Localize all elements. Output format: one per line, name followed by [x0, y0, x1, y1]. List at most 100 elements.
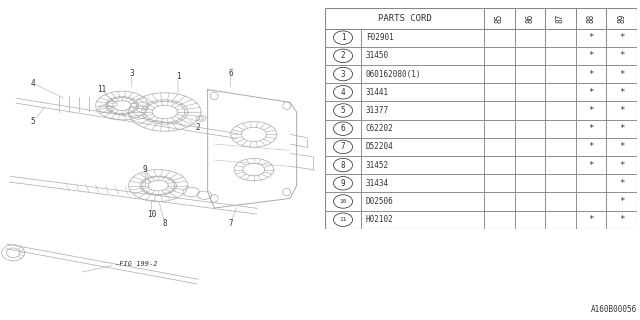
Bar	[576, 138, 606, 156]
Text: A160B00056: A160B00056	[591, 305, 637, 314]
Text: 31452: 31452	[365, 161, 388, 170]
Text: *: *	[619, 33, 624, 42]
Bar	[545, 192, 576, 211]
Bar	[484, 156, 515, 174]
Text: 6: 6	[228, 69, 233, 78]
Text: 6: 6	[340, 124, 346, 133]
Bar	[361, 28, 484, 47]
Text: *: *	[619, 124, 624, 133]
Bar	[484, 28, 515, 47]
Bar	[545, 101, 576, 120]
Bar	[484, 65, 515, 83]
Bar	[545, 28, 576, 47]
Bar	[576, 211, 606, 229]
Text: *: *	[588, 69, 594, 78]
Text: *: *	[619, 161, 624, 170]
Text: *: *	[619, 69, 624, 78]
Text: 11: 11	[339, 217, 347, 222]
Bar	[361, 211, 484, 229]
Text: 88: 88	[586, 14, 595, 23]
Text: 1: 1	[175, 72, 180, 81]
Bar	[576, 83, 606, 101]
Bar	[484, 174, 515, 192]
Bar	[484, 138, 515, 156]
Text: H02102: H02102	[365, 215, 394, 224]
Bar	[325, 8, 484, 28]
Text: *: *	[619, 197, 624, 206]
Text: 31450: 31450	[365, 51, 388, 60]
Text: PARTS CORD: PARTS CORD	[378, 14, 431, 23]
Bar	[515, 174, 545, 192]
Bar	[325, 83, 361, 101]
Text: *: *	[588, 51, 594, 60]
Text: -FIG 199-2: -FIG 199-2	[115, 260, 158, 267]
Text: 86: 86	[525, 14, 534, 23]
Bar	[484, 211, 515, 229]
Bar	[576, 47, 606, 65]
Text: 10: 10	[339, 199, 347, 204]
Text: 2: 2	[195, 124, 200, 132]
Bar	[576, 192, 606, 211]
Text: *: *	[619, 51, 624, 60]
Bar	[545, 83, 576, 101]
Bar	[576, 101, 606, 120]
Bar	[515, 83, 545, 101]
Bar	[606, 156, 637, 174]
Text: 8: 8	[163, 220, 167, 228]
Bar	[606, 8, 637, 28]
Bar	[484, 83, 515, 101]
Bar	[606, 101, 637, 120]
Bar	[606, 174, 637, 192]
Bar	[606, 83, 637, 101]
Bar	[361, 192, 484, 211]
Bar	[606, 211, 637, 229]
Bar	[545, 138, 576, 156]
Text: *: *	[588, 124, 594, 133]
Text: 9: 9	[143, 165, 147, 174]
Bar	[545, 156, 576, 174]
Bar	[576, 120, 606, 138]
Text: D02506: D02506	[365, 197, 394, 206]
Text: *: *	[588, 106, 594, 115]
Bar	[484, 120, 515, 138]
Bar	[484, 8, 515, 28]
Bar	[515, 156, 545, 174]
Text: 10: 10	[147, 210, 156, 219]
Bar	[515, 8, 545, 28]
Bar	[515, 101, 545, 120]
Bar	[515, 65, 545, 83]
Bar	[545, 8, 576, 28]
Text: *: *	[619, 106, 624, 115]
Text: *: *	[619, 215, 624, 224]
Text: 2: 2	[340, 51, 346, 60]
Bar	[484, 47, 515, 65]
Bar	[545, 174, 576, 192]
Bar	[576, 156, 606, 174]
Bar	[515, 138, 545, 156]
Bar	[576, 174, 606, 192]
Text: 060162080(1): 060162080(1)	[365, 69, 421, 78]
Text: *: *	[619, 88, 624, 97]
Bar	[484, 192, 515, 211]
Text: *: *	[588, 33, 594, 42]
Bar	[361, 174, 484, 192]
Text: 85: 85	[495, 14, 504, 23]
Text: F02901: F02901	[365, 33, 394, 42]
Text: 5: 5	[340, 106, 346, 115]
Bar	[545, 211, 576, 229]
Text: C62202: C62202	[365, 124, 394, 133]
Bar	[515, 28, 545, 47]
Bar	[606, 192, 637, 211]
Text: 7: 7	[228, 220, 233, 228]
Bar	[515, 192, 545, 211]
Text: *: *	[588, 161, 594, 170]
Text: 4: 4	[31, 79, 35, 88]
Bar	[484, 101, 515, 120]
Text: 9: 9	[340, 179, 346, 188]
Text: 89: 89	[617, 14, 626, 23]
Text: 11: 11	[97, 85, 107, 94]
Bar	[325, 101, 361, 120]
Bar	[361, 83, 484, 101]
Bar	[545, 65, 576, 83]
Text: 4: 4	[340, 88, 346, 97]
